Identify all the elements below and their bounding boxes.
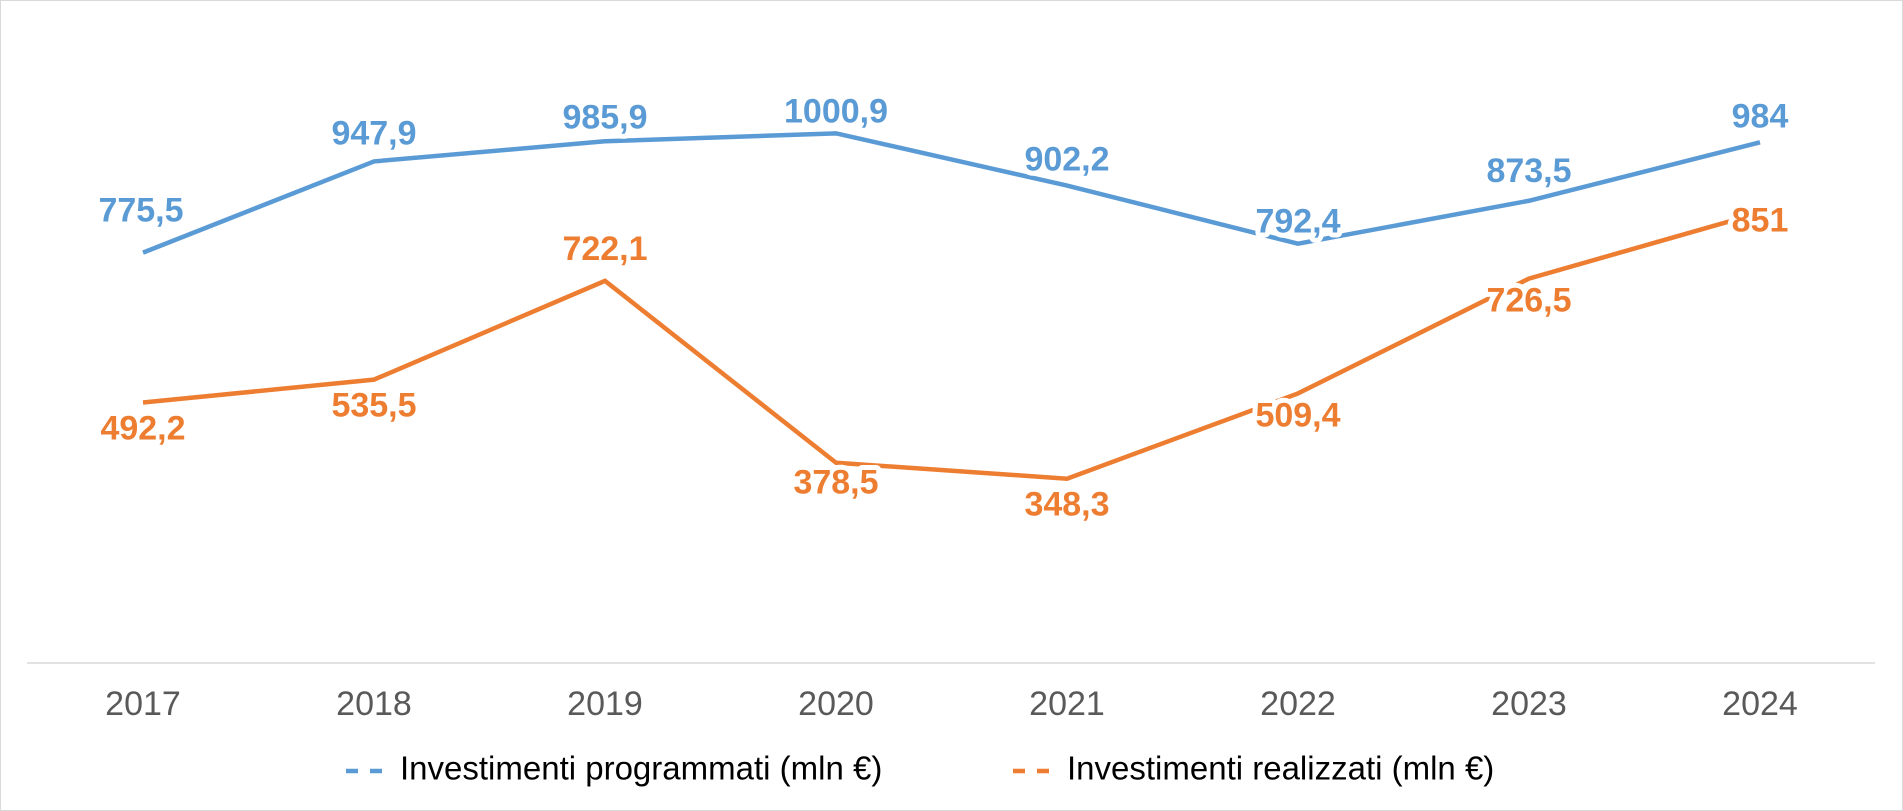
data-label: 947,9 <box>331 114 416 152</box>
legend-label: Investimenti programmati (mln €) <box>400 750 882 787</box>
data-label: 985,9 <box>562 98 647 136</box>
data-label: 726,5 <box>1486 282 1571 320</box>
x-tick-label: 2023 <box>1491 685 1567 723</box>
x-tick-label: 2022 <box>1260 685 1336 723</box>
data-label: 535,5 <box>331 387 416 425</box>
data-label: 775,5 <box>98 192 183 230</box>
data-label: 984 <box>1732 97 1789 135</box>
data-label: 722,1 <box>562 230 647 268</box>
data-label: 348,3 <box>1024 486 1109 524</box>
x-tick-label: 2021 <box>1029 685 1105 723</box>
series-line <box>142 131 1761 255</box>
data-label: 492,2 <box>100 410 185 448</box>
data-label: 509,4 <box>1255 396 1340 434</box>
x-tick-label: 2024 <box>1722 685 1798 723</box>
x-tick-label: 2017 <box>105 685 181 723</box>
legend-label: Investimenti realizzati (mln €) <box>1067 750 1494 787</box>
x-tick-label: 2019 <box>567 685 643 723</box>
data-label: 873,5 <box>1486 152 1571 190</box>
data-label: 902,2 <box>1024 141 1109 179</box>
data-label: 851 <box>1732 202 1789 240</box>
x-tick-label: 2020 <box>798 685 874 723</box>
data-label: 1000,9 <box>784 92 888 130</box>
data-label: 378,5 <box>793 464 878 502</box>
data-label: 792,4 <box>1255 203 1340 241</box>
series-line <box>142 210 1761 481</box>
x-tick-label: 2018 <box>336 685 412 723</box>
